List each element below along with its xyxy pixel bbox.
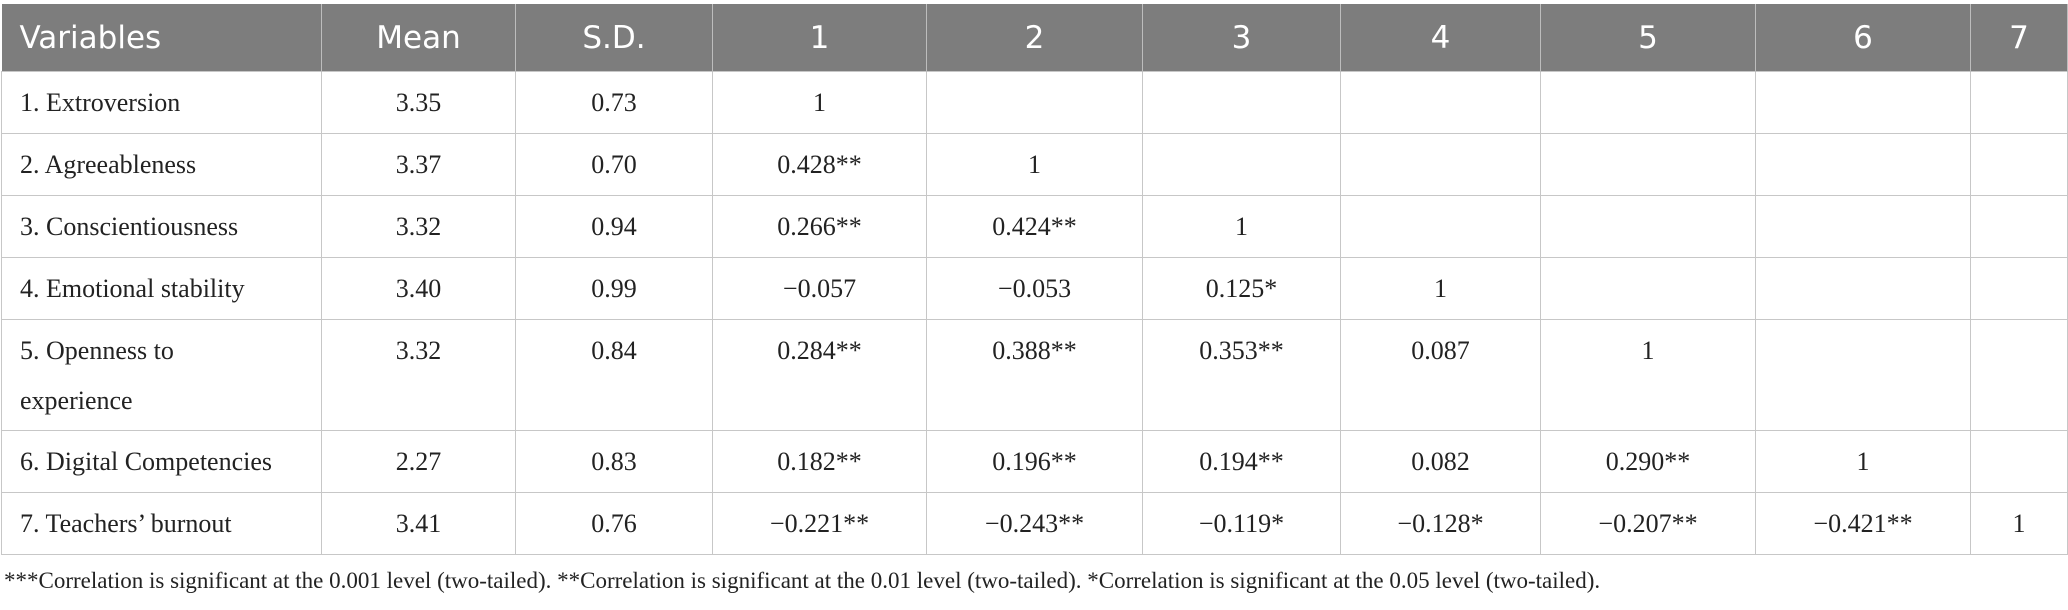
header-sd: S.D. <box>515 4 713 72</box>
header-col-3: 3 <box>1142 4 1341 72</box>
table-row: 5. Openness to experience 3.32 0.84 0.28… <box>1 319 2068 431</box>
header-col-4: 4 <box>1340 4 1541 72</box>
table-cell <box>1142 133 1341 196</box>
table-cell: 0.76 <box>515 492 713 555</box>
table-cell <box>1755 195 1971 258</box>
table-cell: −0.207** <box>1540 492 1756 555</box>
table-cell: 2.27 <box>321 430 516 493</box>
header-col-7: 7 <box>1970 4 2068 72</box>
table-cell: 0.266** <box>712 195 927 258</box>
table-row: 7. Teachers’ burnout 3.41 0.76 −0.221** … <box>1 492 2068 555</box>
table-cell: 0.99 <box>515 257 713 320</box>
table-cell: 3.40 <box>321 257 516 320</box>
table-cell: 0.84 <box>515 319 713 431</box>
table-cell: −0.053 <box>926 257 1143 320</box>
row-label: 5. Openness to experience <box>1 319 322 431</box>
row-label-line: experience <box>20 386 133 415</box>
table-cell: 3.35 <box>321 71 516 134</box>
table-cell: −0.057 <box>712 257 927 320</box>
row-label-line: 5. Openness to <box>20 336 174 365</box>
header-col-6: 6 <box>1755 4 1971 72</box>
table-cell: 1 <box>1142 195 1341 258</box>
header-col-1: 1 <box>712 4 927 72</box>
table-cell: 0.087 <box>1340 319 1541 431</box>
table-row: 1. Extroversion 3.35 0.73 1 <box>1 71 2068 134</box>
header-col-2: 2 <box>926 4 1143 72</box>
table-cell: −0.119* <box>1142 492 1341 555</box>
table-cell <box>1970 430 2068 493</box>
table-cell: 0.125* <box>1142 257 1341 320</box>
table-cell: 1 <box>1755 430 1971 493</box>
table-cell <box>1970 133 2068 196</box>
table-cell: 0.428** <box>712 133 927 196</box>
table-cell <box>1755 133 1971 196</box>
table-cell: −0.243** <box>926 492 1143 555</box>
table-cell: 3.32 <box>321 319 516 431</box>
row-label: 2. Agreeableness <box>1 133 322 196</box>
table-cell: −0.421** <box>1755 492 1971 555</box>
table-cell: 0.182** <box>712 430 927 493</box>
table-cell <box>926 71 1143 134</box>
table-row: 6. Digital Competencies 2.27 0.83 0.182*… <box>1 430 2068 493</box>
table-row: 3. Conscientiousness 3.32 0.94 0.266** 0… <box>1 195 2068 258</box>
table-cell: 0.94 <box>515 195 713 258</box>
table-cell: 1 <box>712 71 927 134</box>
table-cell <box>1142 71 1341 134</box>
table-cell: 3.32 <box>321 195 516 258</box>
header-variables: Variables <box>1 4 322 72</box>
table-cell: 3.41 <box>321 492 516 555</box>
table-cell <box>1970 319 2068 431</box>
table-cell: 0.83 <box>515 430 713 493</box>
table-cell: 0.388** <box>926 319 1143 431</box>
table-cell <box>1970 195 2068 258</box>
correlation-table: Variables Mean S.D. 1 2 3 4 5 6 7 1. Ext… <box>1 4 2068 555</box>
row-label: 6. Digital Competencies <box>1 430 322 493</box>
table-cell <box>1755 257 1971 320</box>
table-cell: 0.70 <box>515 133 713 196</box>
table-cell: 3.37 <box>321 133 516 196</box>
header-row: Variables Mean S.D. 1 2 3 4 5 6 7 <box>1 4 2068 72</box>
table-cell: 0.082 <box>1340 430 1541 493</box>
table-row: 2. Agreeableness 3.37 0.70 0.428** 1 <box>1 133 2068 196</box>
table-cell: 0.73 <box>515 71 713 134</box>
table-footnote: ***Correlation is significant at the 0.0… <box>4 568 1601 593</box>
table-cell: −0.221** <box>712 492 927 555</box>
row-label: 7. Teachers’ burnout <box>1 492 322 555</box>
table-cell: 0.284** <box>712 319 927 431</box>
table-cell: 1 <box>1970 492 2068 555</box>
row-label: 3. Conscientiousness <box>1 195 322 258</box>
table-cell <box>1340 133 1541 196</box>
table-cell <box>1540 133 1756 196</box>
table-cell <box>1540 195 1756 258</box>
table-cell: 1 <box>1340 257 1541 320</box>
table-cell <box>1970 257 2068 320</box>
table-cell: 0.290** <box>1540 430 1756 493</box>
table-cell: 0.194** <box>1142 430 1341 493</box>
table-cell: 1 <box>1540 319 1756 431</box>
row-label: 4. Emotional stability <box>1 257 322 320</box>
table-cell: 0.424** <box>926 195 1143 258</box>
table-cell: 0.196** <box>926 430 1143 493</box>
table-row: 4. Emotional stability 3.40 0.99 −0.057 … <box>1 257 2068 320</box>
table-cell <box>1755 319 1971 431</box>
row-label: 1. Extroversion <box>1 71 322 134</box>
table-cell <box>1755 71 1971 134</box>
table-cell: 1 <box>926 133 1143 196</box>
table-cell <box>1970 71 2068 134</box>
header-col-5: 5 <box>1540 4 1756 72</box>
table-cell: 0.353** <box>1142 319 1341 431</box>
table-cell <box>1340 195 1541 258</box>
header-mean: Mean <box>321 4 516 72</box>
table-cell <box>1540 257 1756 320</box>
correlation-table-container: Variables Mean S.D. 1 2 3 4 5 6 7 1. Ext… <box>0 4 2068 555</box>
table-cell <box>1340 71 1541 134</box>
table-cell: −0.128* <box>1340 492 1541 555</box>
table-cell <box>1540 71 1756 134</box>
